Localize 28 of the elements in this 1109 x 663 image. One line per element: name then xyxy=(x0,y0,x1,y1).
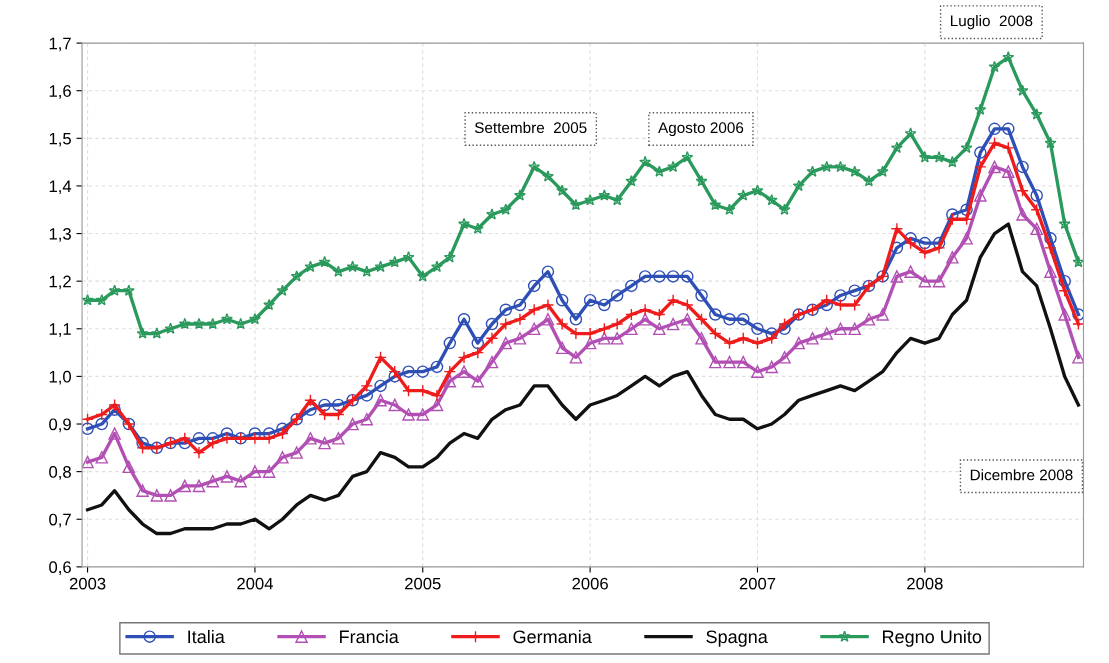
legend-label: Germania xyxy=(513,629,592,644)
y-tick-label: 0,8 xyxy=(49,466,71,480)
x-tick-label: 2004 xyxy=(237,577,273,590)
y-tick-label: 0,9 xyxy=(49,418,71,433)
y-tick-label: 1,2 xyxy=(49,275,71,290)
x-tick-label: 2007 xyxy=(739,577,776,590)
line-series xyxy=(85,222,1081,536)
annotation: Settembre 2005 xyxy=(474,121,587,134)
y-tick-label: 1,0 xyxy=(49,370,71,385)
y-tick-label: 1,5 xyxy=(49,132,71,147)
y-tick-label: 1,4 xyxy=(49,180,72,195)
y-tick-label: 1,6 xyxy=(49,85,71,99)
y-tick-label: 1,1 xyxy=(49,323,71,337)
annotation: Dicembre 2008 xyxy=(970,469,1073,481)
y-tick-label: 1,3 xyxy=(49,227,71,242)
legend-label: Italia xyxy=(188,629,225,644)
x-tick-label: 2008 xyxy=(907,577,943,590)
y-tick-label: 1,7 xyxy=(49,37,71,52)
annotation: Agosto 2006 xyxy=(658,122,744,137)
x-tick-label: 2003 xyxy=(69,577,106,590)
x-tick-label: 2006 xyxy=(572,577,608,590)
legend-label: Regno Unito xyxy=(883,629,982,647)
y-tick-label: 0,7 xyxy=(49,513,71,528)
legend-label: Spagna xyxy=(706,630,768,647)
y-tick-label: 0,6 xyxy=(49,561,71,576)
legend-label: Francia xyxy=(340,629,399,644)
x-tick-label: 2005 xyxy=(405,577,441,590)
text: Luglio 2008 xyxy=(950,15,1033,30)
